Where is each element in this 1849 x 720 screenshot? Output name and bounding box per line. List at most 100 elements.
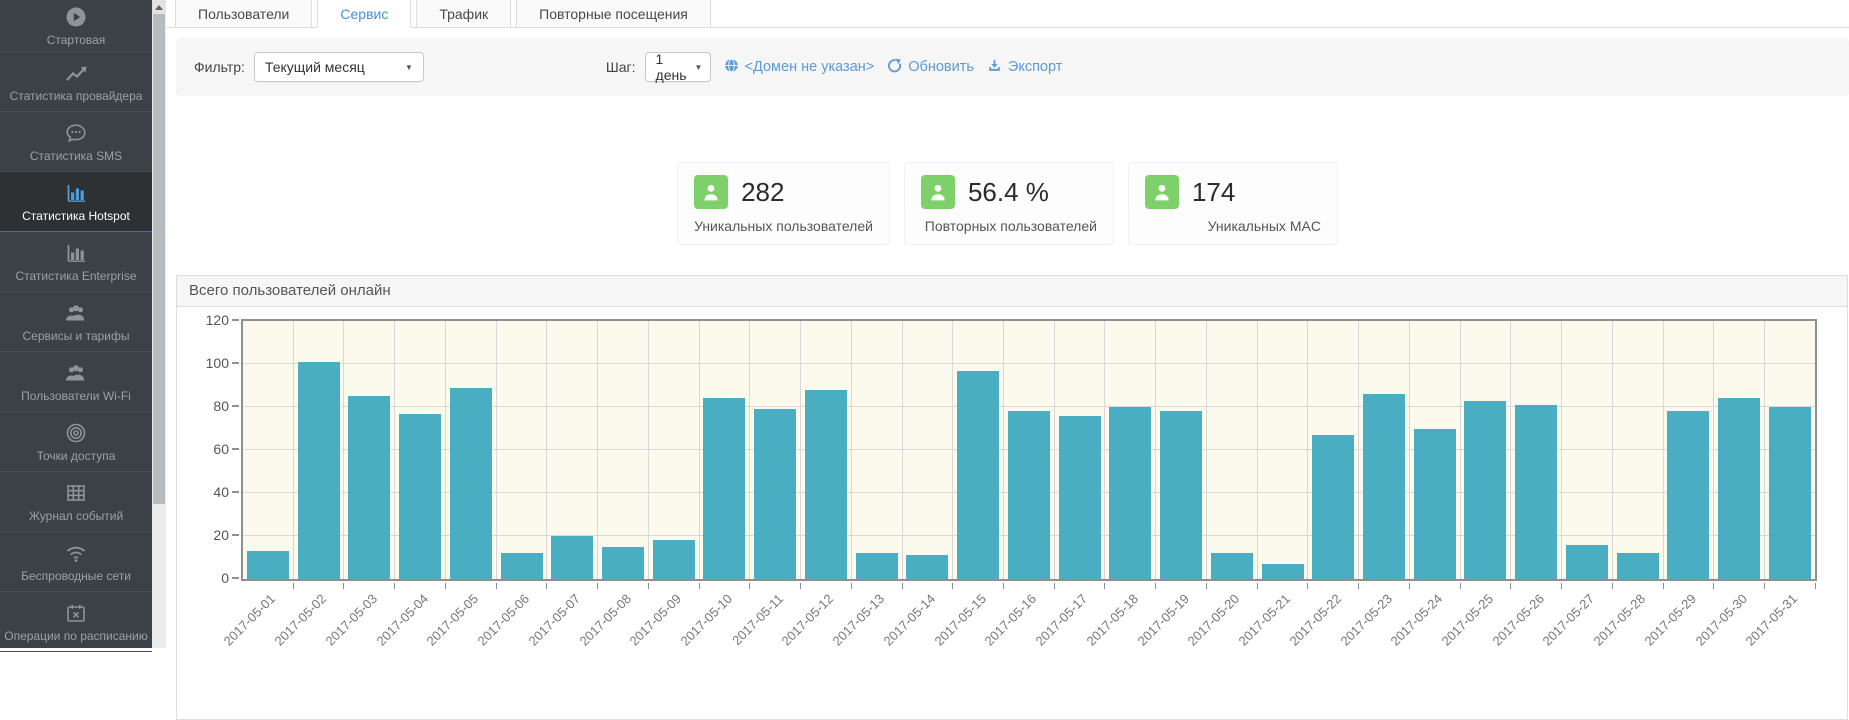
- bar-slot: 2017-05-29: [1664, 321, 1715, 579]
- sidebar-item-start[interactable]: Стартовая: [0, 0, 152, 52]
- x-tick-label: 2017-05-12: [779, 591, 837, 649]
- x-tick-label: 2017-05-05: [424, 591, 482, 649]
- bar[interactable]: [1769, 407, 1811, 579]
- bar-slot: 2017-05-18: [1105, 321, 1156, 579]
- stat-label: Уникальных MAC: [1145, 218, 1321, 234]
- domain-link[interactable]: <Домен не указан>: [724, 58, 875, 77]
- y-tick-label: 60: [177, 440, 229, 458]
- bar[interactable]: [906, 555, 948, 579]
- stat-card-unique-users: 282Уникальных пользователей: [677, 162, 890, 245]
- bar[interactable]: [298, 362, 340, 579]
- sidebar-item-access-points[interactable]: Точки доступа: [0, 412, 152, 472]
- bar[interactable]: [1312, 435, 1354, 579]
- chevron-down-icon: ▼: [695, 63, 703, 72]
- bar-slot: 2017-05-07: [547, 321, 598, 579]
- bar[interactable]: [348, 396, 390, 579]
- bar[interactable]: [1617, 553, 1659, 579]
- bar[interactable]: [653, 540, 695, 579]
- x-tick-label: 2017-05-08: [576, 591, 634, 649]
- step-select[interactable]: 1 день ▼: [645, 52, 711, 82]
- sidebar-item-label: Статистика SMS: [30, 150, 122, 163]
- y-tick-label: 0: [177, 569, 229, 587]
- stat-label: Уникальных пользователей: [694, 218, 873, 234]
- tab-bar: ПользователиСервисТрафикПовторные посеще…: [166, 0, 1849, 28]
- sidebar-item-wifi-users[interactable]: Пользователи Wi-Fi: [0, 352, 152, 412]
- sidebar-item-label: Точки доступа: [37, 450, 116, 463]
- bar-slot: 2017-05-22: [1308, 321, 1359, 579]
- bar[interactable]: [1464, 401, 1506, 579]
- x-tick-label: 2017-05-17: [1033, 591, 1091, 649]
- y-tick-label: 120: [177, 311, 229, 329]
- bar[interactable]: [1008, 411, 1050, 579]
- bar-slot: 2017-05-23: [1359, 321, 1410, 579]
- sidebar-scrollbar[interactable]: [152, 0, 166, 648]
- tab-service[interactable]: Сервис: [317, 0, 411, 27]
- x-tick-label: 2017-05-23: [1337, 591, 1395, 649]
- scrollbar-thumb[interactable]: [153, 14, 165, 504]
- sidebar-item-enterprise-stats[interactable]: Статистика Enterprise: [0, 232, 152, 292]
- bar[interactable]: [754, 409, 796, 579]
- sidebar-item-wireless-networks[interactable]: Беспроводные сети: [0, 532, 152, 592]
- x-tick-label: 2017-05-14: [880, 591, 938, 649]
- sidebar-item-label: Статистика Hotspot: [22, 210, 130, 223]
- triangle-up-icon: [155, 5, 163, 10]
- filter-period-select[interactable]: Текущий месяц ▼: [254, 52, 424, 82]
- sidebar-item-event-log[interactable]: Журнал событий: [0, 472, 152, 532]
- chevron-down-icon: ▼: [405, 63, 413, 72]
- tab-users[interactable]: Пользователи: [175, 0, 312, 27]
- refresh-link[interactable]: Обновить: [887, 58, 974, 77]
- x-tick-label: 2017-05-18: [1083, 591, 1141, 649]
- bar-slot: 2017-05-15: [953, 321, 1004, 579]
- export-link-label: Экспорт: [1008, 59, 1062, 75]
- bar[interactable]: [1109, 407, 1151, 579]
- bar-slot: 2017-05-01: [243, 321, 294, 579]
- bar-slot: 2017-05-02: [294, 321, 345, 579]
- bar-slot: 2017-05-16: [1004, 321, 1055, 579]
- bar[interactable]: [703, 398, 745, 579]
- bar[interactable]: [856, 553, 898, 579]
- bar[interactable]: [551, 536, 593, 579]
- sidebar-item-sms-stats[interactable]: Статистика SMS: [0, 112, 152, 172]
- sidebar-item-provider-stats[interactable]: Статистика провайдера: [0, 52, 152, 112]
- x-tick-label: 2017-05-28: [1591, 591, 1649, 649]
- chart-body: 2017-05-012017-05-022017-05-032017-05-04…: [177, 307, 1847, 719]
- bar[interactable]: [1363, 394, 1405, 579]
- bar[interactable]: [1566, 545, 1608, 579]
- bar-slot: 2017-05-03: [344, 321, 395, 579]
- bar[interactable]: [399, 414, 441, 580]
- sidebar-item-scheduled-operations[interactable]: Операции по расписанию: [0, 592, 152, 652]
- sidebar-item-services-tariffs[interactable]: Сервисы и тарифы: [0, 292, 152, 352]
- x-tick-label: 2017-05-22: [1286, 591, 1344, 649]
- bar[interactable]: [957, 371, 999, 580]
- bar-slot: 2017-05-10: [700, 321, 751, 579]
- bar[interactable]: [450, 388, 492, 579]
- bar-slot: 2017-05-19: [1156, 321, 1207, 579]
- x-tick-label: 2017-05-01: [221, 591, 279, 649]
- bar[interactable]: [1414, 429, 1456, 580]
- step-label: Шаг:: [606, 59, 636, 75]
- bar[interactable]: [602, 547, 644, 579]
- bar[interactable]: [1160, 411, 1202, 579]
- users-icon: [64, 361, 88, 385]
- x-tick-label: 2017-05-04: [373, 591, 431, 649]
- bar-slot: 2017-05-31: [1765, 321, 1815, 579]
- bar[interactable]: [805, 390, 847, 579]
- chart-plot-area: 2017-05-012017-05-022017-05-032017-05-04…: [241, 319, 1817, 581]
- bar[interactable]: [1718, 398, 1760, 579]
- scroll-up-button[interactable]: [152, 0, 166, 14]
- bar[interactable]: [1667, 411, 1709, 579]
- tab-repeat-visits[interactable]: Повторные посещения: [516, 0, 711, 27]
- x-tick-label: 2017-05-13: [830, 591, 888, 649]
- export-link[interactable]: Экспорт: [987, 58, 1062, 77]
- tab-traffic[interactable]: Трафик: [416, 0, 511, 27]
- bar-slot: 2017-05-21: [1258, 321, 1309, 579]
- sidebar-item-hotspot-stats[interactable]: Статистика Hotspot: [0, 172, 152, 232]
- bar[interactable]: [247, 551, 289, 579]
- bar[interactable]: [1262, 564, 1304, 579]
- bar-slot: 2017-05-27: [1562, 321, 1613, 579]
- x-tick-label: 2017-05-24: [1388, 591, 1446, 649]
- bar[interactable]: [1515, 405, 1557, 579]
- bar[interactable]: [1059, 416, 1101, 579]
- bar[interactable]: [501, 553, 543, 579]
- bar[interactable]: [1211, 553, 1253, 579]
